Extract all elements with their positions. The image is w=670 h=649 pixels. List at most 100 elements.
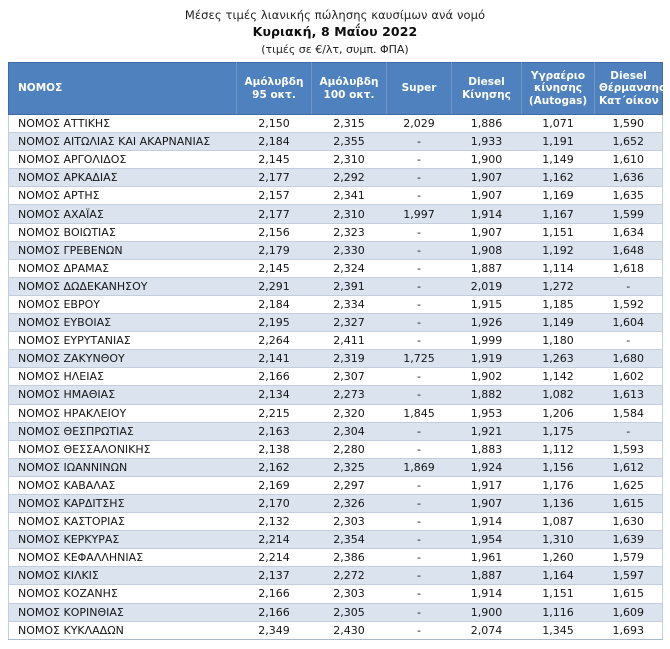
table-row[interactable]: ΝΟΜΟΣ ΚΑΡΔΙΤΣΗΣ 2,170 2,326-1,907 1,136 1,61…: [8, 494, 663, 514]
cell-dtherm: 1,639: [594, 530, 663, 550]
cell-dtherm: 1,652: [594, 132, 663, 152]
table-row[interactable]: ΝΟΜΟΣ ΚΑΣΤΟΡΙΑΣ 2,132 2,303-1,914 1,087 1,63…: [8, 512, 663, 532]
cell-super: 1,869: [386, 458, 452, 477]
column-header-line: Diesel: [610, 69, 647, 82]
cell-u100: 2,391: [311, 277, 387, 296]
table-row[interactable]: ΝΟΜΟΣ ΗΜΑΘΙΑΣ 2,134 2,273-1,882 1,082 1,613: [8, 385, 663, 405]
cell-dtherm: 1,579: [594, 548, 663, 568]
cell-lpg: 1,142: [521, 367, 595, 387]
cell-u100: 2,386: [311, 548, 387, 568]
table-row[interactable]: ΝΟΜΟΣ ΚΥΚΛΑΔΩΝ 2,349 2,430-2,074 1,345 1,693: [8, 621, 663, 640]
cell-super: -: [386, 422, 452, 441]
cell-super: 2,029: [386, 114, 452, 134]
cell-super: -: [386, 150, 452, 170]
table-row[interactable]: ΝΟΜΟΣ ΚΙΛΚΙΣ 2,137 2,272-1,887 1,164 1,597: [8, 566, 663, 586]
cell-lpg: 1,151: [521, 223, 595, 242]
report-date: Κυριακή, 8 Μαΐου 2022: [252, 24, 418, 39]
table-row[interactable]: ΝΟΜΟΣ ΘΕΣΠΡΩΤΙΑΣ 2,163 2,304-1,921 1,175-: [8, 422, 663, 441]
cell-prefecture-name: ΝΟΜΟΣ ΑΡΓΟΛΙΔΟΣ: [8, 150, 237, 170]
table-row[interactable]: ΝΟΜΟΣ ΚΑΒΑΛΑΣ 2,169 2,297-1,917 1,176 1,625: [8, 476, 663, 495]
cell-dtherm: 1,597: [594, 566, 663, 586]
cell-dtherm: -: [594, 277, 663, 296]
cell-u95: 2,166: [236, 367, 312, 387]
cell-prefecture-name: ΝΟΜΟΣ ΕΒΡΟΥ: [8, 295, 237, 315]
table-row[interactable]: ΝΟΜΟΣ ΗΡΑΚΛΕΙΟΥ 2,215 2,320 1,845 1,953 1,206…: [8, 404, 663, 423]
cell-prefecture-name: ΝΟΜΟΣ ΑΙΤΩΛΙΑΣ ΚΑΙ ΑΚΑΡΝΑΝΙΑΣ: [8, 132, 237, 152]
table-row[interactable]: ΝΟΜΟΣ ΑΧΑΪΑΣ 2,177 2,310 1,997 1,914 1,167 1,5…: [8, 204, 663, 224]
column-header-line: κίνησης: [533, 82, 583, 95]
cell-u95: 2,184: [236, 295, 312, 315]
table-row[interactable]: ΝΟΜΟΣ ΕΥΒΟΙΑΣ 2,195 2,327-1,926 1,149 1,604: [8, 313, 663, 333]
table-row[interactable]: ΝΟΜΟΣ ΚΕΡΚΥΡΑΣ 2,214 2,354-1,954 1,310 1,639: [8, 530, 663, 550]
table-row[interactable]: ΝΟΜΟΣ ΚΟΖΑΝΗΣ 2,166 2,303-1,914 1,151 1,615: [8, 584, 663, 604]
cell-dtherm: 1,612: [594, 458, 663, 477]
cell-dkin: 1,907: [451, 186, 522, 206]
cell-u100: 2,319: [311, 349, 387, 369]
cell-u100: 2,272: [311, 566, 387, 586]
cell-lpg: 1,191: [521, 132, 595, 152]
cell-u100: 2,324: [311, 259, 387, 278]
cell-dkin: 1,902: [451, 367, 522, 387]
cell-u100: 2,341: [311, 186, 387, 206]
table-row[interactable]: ΝΟΜΟΣ ΔΡΑΜΑΣ 2,145 2,324-1,887 1,114 1,618: [8, 259, 663, 278]
cell-u95: 2,132: [236, 512, 312, 532]
cell-prefecture-name: ΝΟΜΟΣ ΚΑΣΤΟΡΙΑΣ: [8, 512, 237, 532]
cell-u100: 2,307: [311, 367, 387, 387]
table-row[interactable]: ΝΟΜΟΣ ΙΩΑΝΝΙΝΩΝ 2,162 2,325 1,869 1,924 1,156…: [8, 458, 663, 477]
cell-prefecture-name: ΝΟΜΟΣ ΚΕΦΑΛΛΗΝΙΑΣ: [8, 548, 237, 568]
column-header-line: ΝΟΜΟΣ: [18, 82, 63, 95]
table-row[interactable]: ΝΟΜΟΣ ΓΡΕΒΕΝΩΝ 2,179 2,330-1,908 1,192 1,648: [8, 241, 663, 260]
cell-super: -: [386, 367, 452, 387]
column-header-unleaded-95[interactable]: Αμόλυβδη 95 οκτ.: [236, 62, 312, 115]
table-row[interactable]: ΝΟΜΟΣ ΔΩΔΕΚΑΝΗΣΟΥ 2,291 2,391-2,019 1,272-: [8, 277, 663, 296]
table-row[interactable]: ΝΟΜΟΣ ΑΤΤΙΚΗΣ 2,150 2,315 2,029 1,886 1,071 1,…: [8, 114, 663, 134]
cell-prefecture-name: ΝΟΜΟΣ ΚΙΛΚΙΣ: [8, 566, 237, 586]
table-header: ΝΟΜΟΣ Αμόλυβδη 95 οκτ. Αμόλυβδη 100 οκτ. S…: [8, 62, 665, 115]
cell-u95: 2,166: [236, 603, 312, 622]
cell-super: -: [386, 132, 452, 152]
table-row[interactable]: ΝΟΜΟΣ ΑΙΤΩΛΙΑΣ ΚΑΙ ΑΚΑΡΝΑΝΙΑΣ 2,184 2,355-…: [8, 132, 663, 152]
column-header-nomos[interactable]: ΝΟΜΟΣ: [8, 62, 237, 115]
column-header-autogas[interactable]: Υγραέριο κίνησης (Autogas): [521, 62, 595, 115]
cell-dtherm: 1,602: [594, 367, 663, 387]
cell-dkin: 1,919: [451, 349, 522, 369]
cell-dkin: 1,907: [451, 168, 522, 188]
column-header-diesel-heating[interactable]: Diesel Θέρμανσης Κατ΄οίκον: [594, 62, 665, 115]
cell-super: -: [386, 603, 452, 622]
cell-dtherm: 1,636: [594, 168, 663, 188]
table-row[interactable]: ΝΟΜΟΣ ΚΕΦΑΛΛΗΝΙΑΣ 2,214 2,386-1,961 1,260 1,…: [8, 548, 663, 568]
cell-super: -: [386, 584, 452, 604]
table-row[interactable]: ΝΟΜΟΣ ΖΑΚΥΝΘΟΥ 2,141 2,319 1,725 1,919 1,263 1…: [8, 349, 663, 369]
cell-u95: 2,156: [236, 223, 312, 242]
cell-lpg: 1,082: [521, 385, 595, 405]
report-titles: Μέσες τιμές λιανικής πώλησης καυσίμων αν…: [0, 0, 670, 58]
cell-lpg: 1,169: [521, 186, 595, 206]
cell-super: -: [386, 621, 452, 640]
cell-u95: 2,264: [236, 331, 312, 351]
table-row[interactable]: ΝΟΜΟΣ ΒΟΙΩΤΙΑΣ 2,156 2,323-1,907 1,151 1,634: [8, 223, 663, 242]
cell-dkin: 2,019: [451, 277, 522, 296]
table-row[interactable]: ΝΟΜΟΣ ΑΡΤΗΣ 2,157 2,341-1,907 1,169 1,635: [8, 186, 663, 206]
cell-super: -: [386, 566, 452, 586]
table-row[interactable]: ΝΟΜΟΣ ΗΛΕΙΑΣ 2,166 2,307-1,902 1,142 1,602: [8, 367, 663, 387]
cell-dtherm: 1,625: [594, 476, 663, 495]
column-header-super[interactable]: Super: [386, 62, 452, 115]
table-row[interactable]: ΝΟΜΟΣ ΘΕΣΣΑΛΟΝΙΚΗΣ 2,138 2,280-1,883 1,112 1…: [8, 440, 663, 459]
column-header-unleaded-100[interactable]: Αμόλυβδη 100 οκτ.: [311, 62, 387, 115]
column-header-diesel-motion[interactable]: Diesel Κίνησης: [451, 62, 522, 115]
cell-u100: 2,310: [311, 150, 387, 170]
table-row[interactable]: ΝΟΜΟΣ ΕΒΡΟΥ 2,184 2,334-1,915 1,185 1,592: [8, 295, 663, 315]
cell-prefecture-name: ΝΟΜΟΣ ΚΥΚΛΑΔΩΝ: [8, 621, 237, 640]
table-row[interactable]: ΝΟΜΟΣ ΑΡΓΟΛΙΔΟΣ 2,145 2,310-1,900 1,149 1,61…: [8, 150, 663, 170]
cell-u95: 2,214: [236, 530, 312, 550]
table-row[interactable]: ΝΟΜΟΣ ΑΡΚΑΔΙΑΣ 2,177 2,292-1,907 1,162 1,636: [8, 168, 663, 188]
cell-prefecture-name: ΝΟΜΟΣ ΚΟΖΑΝΗΣ: [8, 584, 237, 604]
table-row[interactable]: ΝΟΜΟΣ ΕΥΡΥΤΑΝΙΑΣ 2,264 2,411-1,999 1,180-: [8, 331, 663, 351]
cell-u100: 2,305: [311, 603, 387, 622]
cell-prefecture-name: ΝΟΜΟΣ ΑΤΤΙΚΗΣ: [8, 114, 237, 134]
cell-dkin: 1,926: [451, 313, 522, 333]
cell-dkin: 1,907: [451, 223, 522, 242]
cell-u95: 2,195: [236, 313, 312, 333]
table-row[interactable]: ΝΟΜΟΣ ΚΟΡΙΝΘΙΑΣ 2,166 2,305-1,900 1,116 1,60…: [8, 603, 663, 622]
cell-dtherm: 1,635: [594, 186, 663, 206]
